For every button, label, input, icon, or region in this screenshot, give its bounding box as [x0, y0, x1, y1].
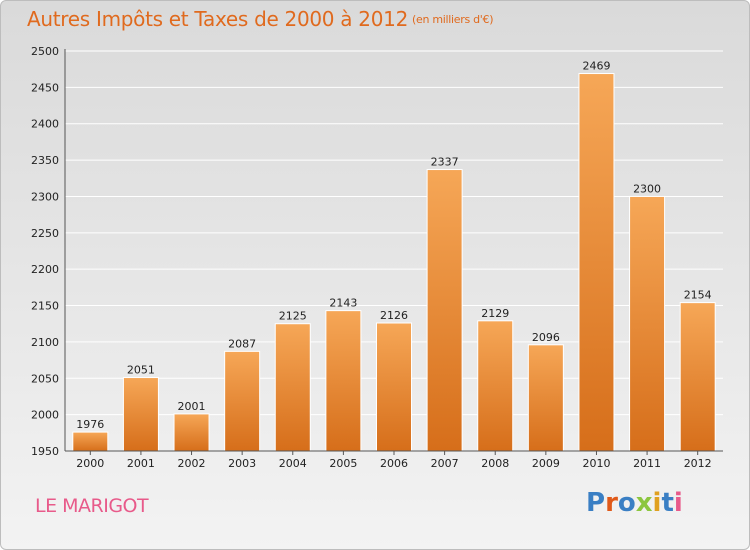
bar — [224, 350, 261, 452]
data-label: 2129 — [481, 307, 509, 320]
data-label: 2469 — [582, 60, 610, 73]
x-tick-label: 2009 — [532, 457, 560, 470]
bar — [477, 320, 514, 452]
x-tick-label: 2001 — [127, 457, 155, 470]
data-label: 2154 — [684, 289, 712, 302]
y-tick-label: 2500 — [31, 45, 59, 58]
y-tick-label: 2400 — [31, 118, 59, 131]
y-tick-label: 2000 — [31, 409, 59, 422]
x-tick-label: 2004 — [279, 457, 307, 470]
y-tick-label: 2200 — [31, 263, 59, 276]
bar — [679, 302, 716, 452]
bar — [376, 322, 412, 452]
bar — [325, 310, 362, 452]
data-label: 2001 — [178, 400, 206, 413]
x-tick-label: 2005 — [329, 457, 357, 470]
data-label: 2051 — [127, 364, 155, 377]
x-tick-label: 2008 — [481, 457, 509, 470]
bar — [527, 344, 564, 452]
data-label: 2096 — [532, 331, 560, 344]
axes: 1950 2000 2050 2100 2150 2200 2250 2300 2350 2400… — [31, 45, 723, 470]
x-tick-label: 2003 — [228, 457, 256, 470]
data-label: 2087 — [228, 337, 256, 350]
title-text: Autres Impôts et Taxes de 2000 à 2012 — [27, 7, 408, 31]
bar — [72, 431, 109, 452]
bar — [274, 323, 311, 452]
logo-letter: x — [635, 488, 653, 518]
x-tick-label: 2010 — [582, 457, 610, 470]
data-label: 2143 — [329, 297, 357, 310]
bar — [122, 377, 159, 452]
proxiti-logo[interactable]: Proxiti — [586, 488, 683, 518]
x-tick-label: 2002 — [178, 457, 206, 470]
data-label: 2125 — [279, 310, 307, 323]
y-tick-label: 2450 — [31, 81, 59, 94]
logo-letter: i — [652, 488, 662, 518]
logo-letter: i — [673, 488, 683, 518]
x-tick-label: 2011 — [633, 457, 661, 470]
y-tick-label: 2350 — [31, 154, 59, 167]
data-label: 1976 — [76, 418, 104, 431]
y-tick-label: 2050 — [31, 372, 59, 385]
y-tick-label: 2250 — [31, 227, 59, 240]
bars: 1976 2051 2001 2087 2125 2143 2126 2337 2129 2096… — [72, 60, 716, 452]
data-label: 2126 — [380, 309, 408, 322]
bar — [578, 73, 615, 452]
data-label: 2300 — [633, 182, 661, 195]
data-label: 2337 — [431, 156, 459, 169]
bar — [173, 413, 210, 452]
unit-note: (en milliers d'€) — [412, 13, 494, 26]
bar — [426, 169, 463, 452]
x-tick-label: 2006 — [380, 457, 408, 470]
logo-letter: P — [586, 488, 606, 518]
x-tick-label: 2007 — [431, 457, 459, 470]
x-tick-label: 2000 — [76, 457, 104, 470]
chart-title: Autres Impôts et Taxes de 2000 à 2012 (en… — [27, 7, 493, 31]
y-tick-label: 2150 — [31, 300, 59, 313]
logo-letter: o — [617, 488, 636, 518]
y-tick-label: 1950 — [31, 445, 59, 458]
logo-letter: t — [661, 488, 674, 518]
x-tick-label: 2012 — [684, 457, 712, 470]
bar — [629, 195, 666, 452]
y-tick-label: 2100 — [31, 336, 59, 349]
logo-letter: r — [605, 488, 618, 518]
place-name: LE MARIGOT — [35, 495, 149, 517]
y-tick-label: 2300 — [31, 190, 59, 203]
